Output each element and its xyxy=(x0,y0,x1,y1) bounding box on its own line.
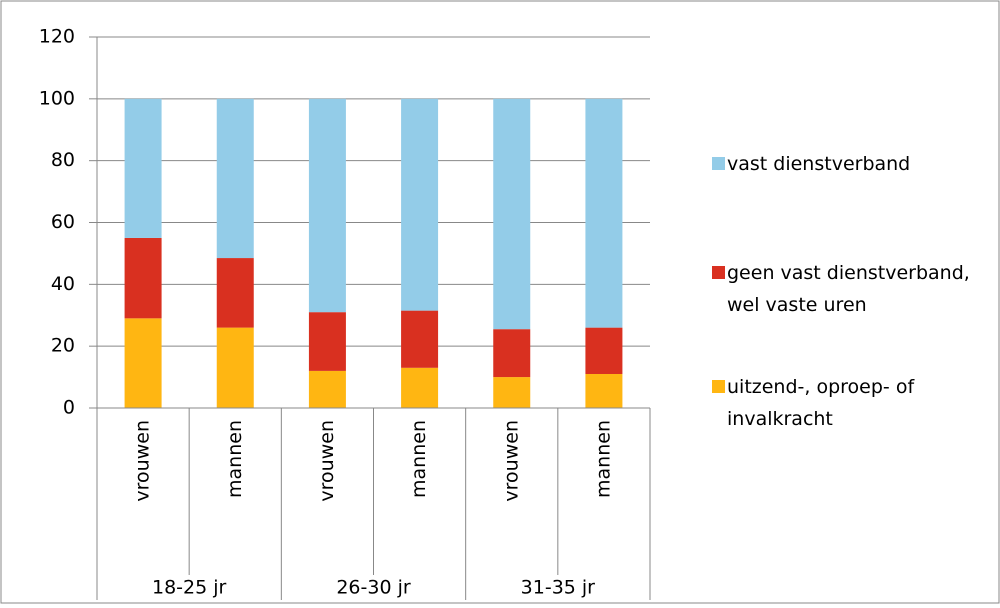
y-tick-label: 80 xyxy=(51,149,75,171)
x-tick-label: mannen xyxy=(224,420,246,498)
legend-label: vast dienstverband xyxy=(727,153,911,175)
x-tick-label: mannen xyxy=(408,420,430,498)
group-label: 18-25 jr xyxy=(152,577,227,599)
bar-segment xyxy=(493,98,531,330)
bar-segment xyxy=(216,98,254,259)
bar-segment xyxy=(401,98,439,311)
y-tick-label: 100 xyxy=(39,87,75,109)
bar-segment xyxy=(585,327,623,374)
bar-segment xyxy=(216,258,254,328)
group-label: 26-30 jr xyxy=(336,577,411,599)
bar-segment xyxy=(308,312,346,371)
x-tick-label: mannen xyxy=(592,420,614,498)
y-tick-label: 120 xyxy=(39,26,75,48)
x-tick-label: vrouwen xyxy=(316,420,338,502)
legend-item: uitzend-, oproep- of invalkracht xyxy=(727,376,915,430)
bar-segment xyxy=(124,237,162,319)
bar-segment xyxy=(585,98,623,328)
legend-label: geen vast dienstverband, wel vaste uren xyxy=(727,262,970,316)
legend-item: vast dienstverband xyxy=(727,153,911,175)
legend-label: uitzend-, oproep- of invalkracht xyxy=(727,376,915,430)
x-tick-label: vrouwen xyxy=(500,420,522,502)
bar-segment xyxy=(216,327,254,408)
y-tick-label: 60 xyxy=(51,211,75,233)
y-tick-label: 40 xyxy=(51,273,75,295)
x-tick-label: vrouwen xyxy=(132,420,154,502)
legend-item: geen vast dienstverband, wel vaste uren xyxy=(727,262,970,316)
legend-swatch xyxy=(712,380,725,393)
legend-swatch xyxy=(712,157,725,170)
bar-segment xyxy=(401,310,439,368)
bar-segment xyxy=(124,98,162,238)
bar-segment xyxy=(493,329,531,378)
bar-segment xyxy=(585,373,623,408)
bar-segment xyxy=(308,98,346,313)
y-tick-label: 20 xyxy=(51,335,75,357)
bar-segment xyxy=(493,377,531,408)
group-label: 31-35 jr xyxy=(521,577,596,599)
bar-segment xyxy=(308,370,346,408)
bar-segment xyxy=(124,318,162,408)
bar-segment xyxy=(401,367,439,408)
y-tick-label: 0 xyxy=(63,397,75,419)
legend-swatch xyxy=(712,266,725,279)
